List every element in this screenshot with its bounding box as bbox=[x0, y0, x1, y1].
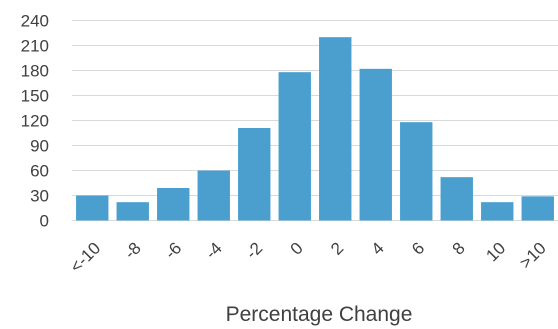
x-tick-label: 2 bbox=[327, 239, 347, 259]
x-tick-label: 4 bbox=[368, 239, 388, 259]
bar-10 bbox=[481, 202, 514, 221]
x-tick-label: >10 bbox=[516, 239, 550, 273]
x-tick-label: <-10 bbox=[66, 239, 104, 277]
bar--6 bbox=[157, 188, 190, 221]
bar-4 bbox=[359, 68, 392, 221]
x-tick-label: 6 bbox=[408, 239, 428, 259]
y-tick-label: 180 bbox=[21, 62, 49, 81]
bar-6 bbox=[400, 122, 433, 221]
y-tick-label: 90 bbox=[30, 137, 49, 156]
x-tick-label: 8 bbox=[449, 239, 469, 259]
bar-8 bbox=[440, 177, 473, 221]
y-tick-label: 120 bbox=[21, 112, 49, 131]
y-tick-label: 0 bbox=[40, 212, 49, 231]
y-tick-label: 210 bbox=[21, 37, 49, 56]
y-tick-label: 60 bbox=[30, 162, 49, 181]
x-tick-label: -2 bbox=[242, 239, 266, 263]
bar--8 bbox=[116, 202, 149, 221]
gridlines bbox=[72, 20, 558, 221]
bar--2 bbox=[238, 128, 271, 221]
x-tick-label: -4 bbox=[202, 239, 226, 263]
y-tick-label: 240 bbox=[21, 12, 49, 31]
y-tick-label: 150 bbox=[21, 87, 49, 106]
y-axis-ticks: 0 30 60 90 120 150 180 210 240 bbox=[21, 12, 49, 231]
x-tick-label: 10 bbox=[482, 239, 509, 266]
bars bbox=[76, 37, 554, 221]
x-tick-label: -8 bbox=[121, 239, 145, 263]
y-tick-label: 30 bbox=[30, 187, 49, 206]
bar->10 bbox=[521, 196, 554, 221]
x-tick-label: -6 bbox=[161, 239, 185, 263]
x-tick-label: 0 bbox=[287, 239, 307, 259]
bar--4 bbox=[197, 170, 230, 221]
bar-0 bbox=[278, 72, 311, 221]
x-axis-title: Percentage Change bbox=[226, 303, 413, 326]
bar-2 bbox=[319, 37, 352, 221]
bar-<-10 bbox=[76, 195, 109, 221]
x-axis-ticks: <-10 -8 -6 -4 -2 0 2 4 6 8 10 >10 bbox=[66, 239, 549, 277]
